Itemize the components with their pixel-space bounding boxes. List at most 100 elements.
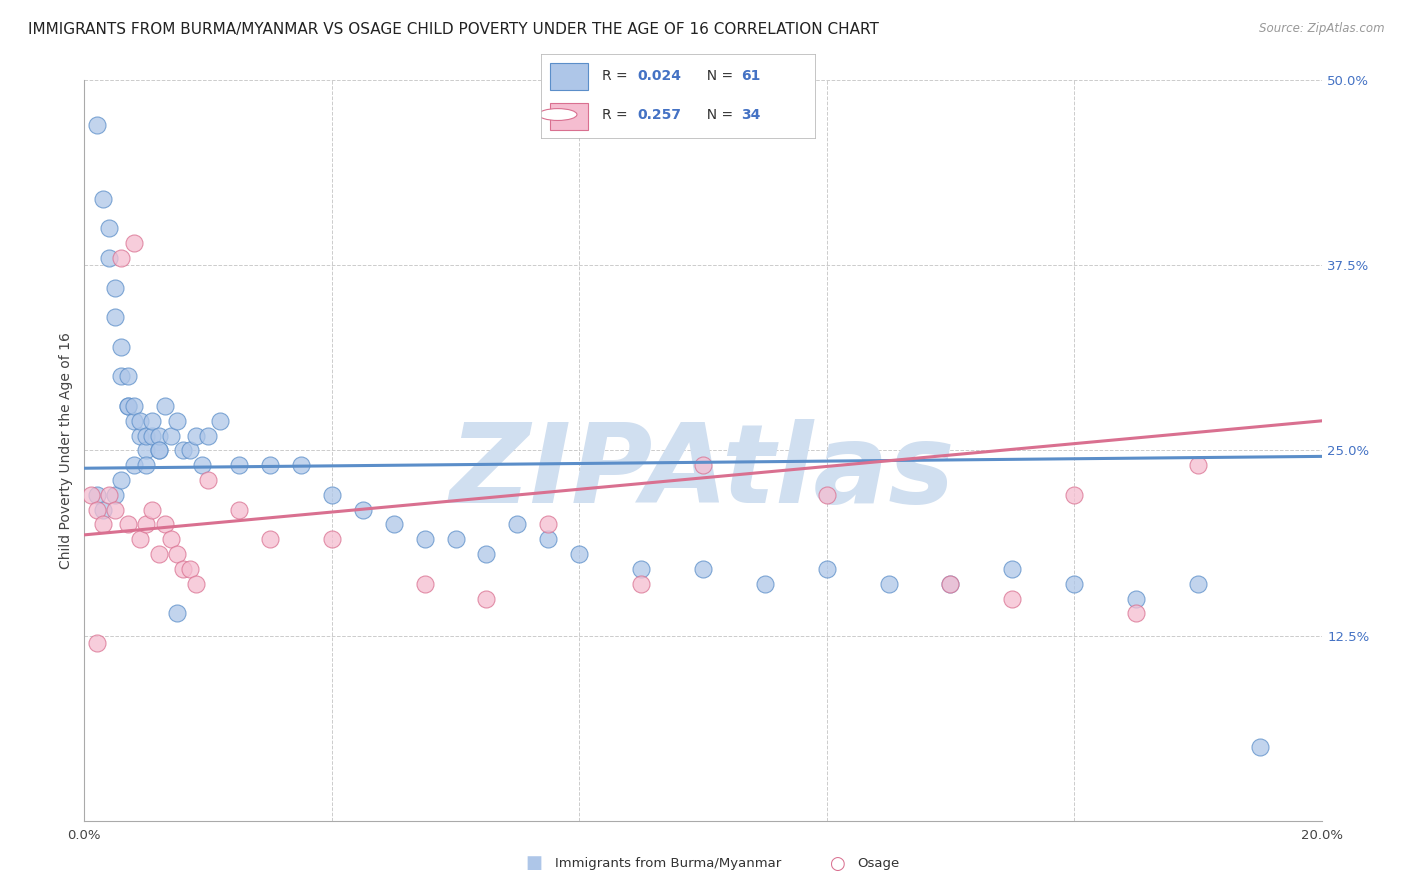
- Point: [160, 533, 183, 547]
- Point: [184, 428, 207, 442]
- Point: [754, 576, 776, 591]
- Point: [91, 192, 114, 206]
- Text: N =: N =: [697, 70, 737, 83]
- Point: [104, 502, 127, 516]
- Point: [86, 502, 108, 516]
- Point: [209, 414, 232, 428]
- FancyBboxPatch shape: [550, 103, 588, 130]
- Text: 0.257: 0.257: [637, 108, 682, 121]
- Point: [110, 369, 132, 384]
- Point: [141, 428, 163, 442]
- Point: [129, 428, 152, 442]
- Point: [1187, 576, 1209, 591]
- Point: [104, 488, 127, 502]
- Point: [191, 458, 214, 473]
- Point: [166, 414, 188, 428]
- Text: N =: N =: [697, 108, 737, 121]
- Point: [290, 458, 312, 473]
- Point: [172, 562, 194, 576]
- Point: [110, 251, 132, 265]
- Point: [1187, 458, 1209, 473]
- Point: [148, 547, 170, 561]
- Point: [228, 502, 250, 516]
- Point: [321, 533, 343, 547]
- Point: [630, 576, 652, 591]
- Point: [110, 473, 132, 487]
- Point: [692, 562, 714, 576]
- Point: [122, 414, 145, 428]
- Point: [815, 562, 838, 576]
- Text: IMMIGRANTS FROM BURMA/MYANMAR VS OSAGE CHILD POVERTY UNDER THE AGE OF 16 CORRELA: IMMIGRANTS FROM BURMA/MYANMAR VS OSAGE C…: [28, 22, 879, 37]
- Point: [630, 562, 652, 576]
- Point: [86, 118, 108, 132]
- Point: [1063, 576, 1085, 591]
- Text: ■: ■: [526, 855, 543, 872]
- Point: [141, 502, 163, 516]
- Point: [228, 458, 250, 473]
- Point: [413, 533, 436, 547]
- Point: [98, 488, 121, 502]
- Point: [1063, 488, 1085, 502]
- Point: [382, 517, 405, 532]
- Point: [692, 458, 714, 473]
- Point: [91, 502, 114, 516]
- Point: [506, 517, 529, 532]
- Point: [179, 562, 201, 576]
- Point: [104, 310, 127, 325]
- Point: [148, 443, 170, 458]
- Point: [475, 591, 498, 606]
- Point: [148, 443, 170, 458]
- Text: ○: ○: [828, 855, 845, 872]
- Circle shape: [538, 109, 576, 120]
- Point: [444, 533, 467, 547]
- Point: [1125, 607, 1147, 621]
- Point: [117, 517, 139, 532]
- Point: [104, 280, 127, 294]
- Point: [122, 236, 145, 251]
- Point: [815, 488, 838, 502]
- Point: [98, 251, 121, 265]
- Text: 34: 34: [741, 108, 761, 121]
- Point: [160, 428, 183, 442]
- Point: [98, 221, 121, 235]
- Text: ZIPAtlas: ZIPAtlas: [450, 419, 956, 526]
- Point: [86, 488, 108, 502]
- Text: 61: 61: [741, 70, 761, 83]
- Point: [939, 576, 962, 591]
- Point: [184, 576, 207, 591]
- Point: [129, 533, 152, 547]
- Point: [179, 443, 201, 458]
- Point: [197, 473, 219, 487]
- Point: [537, 517, 560, 532]
- Point: [91, 517, 114, 532]
- Point: [537, 533, 560, 547]
- Point: [86, 636, 108, 650]
- Point: [135, 458, 157, 473]
- Point: [135, 428, 157, 442]
- Point: [166, 547, 188, 561]
- Point: [129, 414, 152, 428]
- Text: R =: R =: [602, 108, 631, 121]
- Text: Immigrants from Burma/Myanmar: Immigrants from Burma/Myanmar: [555, 857, 782, 870]
- Point: [1249, 739, 1271, 754]
- Point: [117, 399, 139, 413]
- Point: [122, 458, 145, 473]
- Point: [117, 369, 139, 384]
- Point: [172, 443, 194, 458]
- Point: [1125, 591, 1147, 606]
- Point: [1001, 562, 1024, 576]
- Text: Source: ZipAtlas.com: Source: ZipAtlas.com: [1260, 22, 1385, 36]
- Point: [475, 547, 498, 561]
- Y-axis label: Child Poverty Under the Age of 16: Child Poverty Under the Age of 16: [59, 332, 73, 569]
- Point: [135, 517, 157, 532]
- Point: [1001, 591, 1024, 606]
- FancyBboxPatch shape: [550, 62, 588, 90]
- Point: [568, 547, 591, 561]
- Point: [135, 443, 157, 458]
- Text: Osage: Osage: [858, 857, 900, 870]
- Point: [321, 488, 343, 502]
- Point: [939, 576, 962, 591]
- Point: [153, 517, 176, 532]
- Point: [259, 533, 281, 547]
- Point: [110, 340, 132, 354]
